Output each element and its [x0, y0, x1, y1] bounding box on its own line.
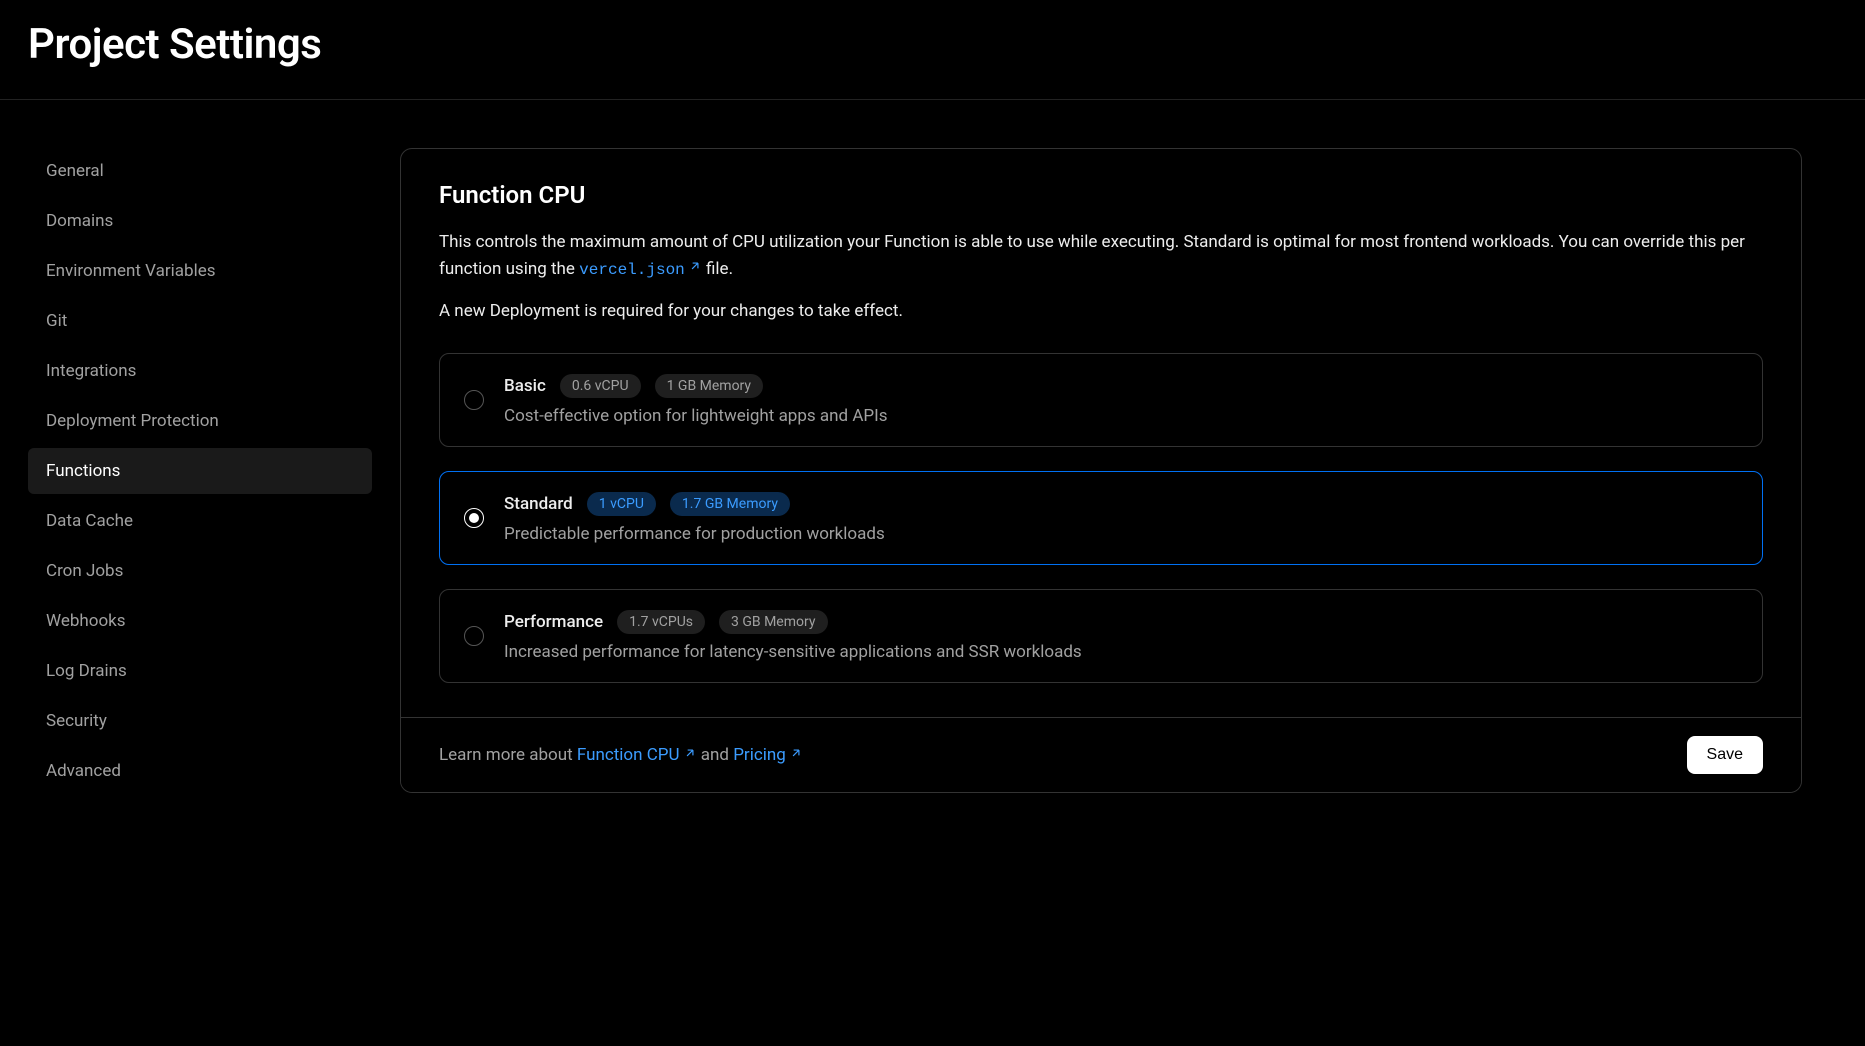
card-note: A new Deployment is required for your ch…	[439, 298, 1763, 325]
option-content: Basic 0.6 vCPU 1 GB Memory Cost-effective o…	[504, 374, 1738, 426]
external-link-icon	[789, 745, 803, 765]
cpu-options-group: Basic 0.6 vCPU 1 GB Memory Cost-effective o…	[439, 353, 1763, 683]
external-link-icon	[688, 257, 702, 283]
cpu-option-basic[interactable]: Basic 0.6 vCPU 1 GB Memory Cost-effective o…	[439, 353, 1763, 447]
learn-more-pre: Learn more about	[439, 745, 577, 765]
option-description: Increased performance for latency-sensit…	[504, 642, 1738, 662]
card-title: Function CPU	[439, 181, 1763, 209]
option-description: Cost-effective option for lightweight ap…	[504, 406, 1738, 426]
sidebar-item-log-drains[interactable]: Log Drains	[28, 648, 372, 694]
option-name: Performance	[504, 612, 603, 632]
radio-dot	[469, 513, 479, 523]
radio-button[interactable]	[464, 390, 484, 410]
main-content: Function CPU This controls the maximum a…	[400, 148, 1830, 798]
desc-text-post: file.	[702, 259, 733, 279]
memory-badge: 1 GB Memory	[655, 374, 763, 398]
pricing-link[interactable]: Pricing	[733, 745, 803, 765]
and-text: and	[697, 745, 734, 765]
sidebar-item-advanced[interactable]: Advanced	[28, 748, 372, 794]
sidebar-item-webhooks[interactable]: Webhooks	[28, 598, 372, 644]
card-body: Function CPU This controls the maximum a…	[401, 149, 1801, 717]
sidebar-item-security[interactable]: Security	[28, 698, 372, 744]
layout: GeneralDomainsEnvironment VariablesGitIn…	[0, 100, 1865, 798]
option-header: Standard 1 vCPU 1.7 GB Memory	[504, 492, 1738, 516]
option-name: Basic	[504, 376, 546, 396]
sidebar-item-domains[interactable]: Domains	[28, 198, 372, 244]
sidebar-item-cron-jobs[interactable]: Cron Jobs	[28, 548, 372, 594]
option-name: Standard	[504, 494, 573, 514]
cpu-badge: 1 vCPU	[587, 492, 656, 516]
cpu-badge: 1.7 vCPUs	[617, 610, 705, 634]
option-content: Performance 1.7 vCPUs 3 GB Memory Increased…	[504, 610, 1738, 662]
option-description: Predictable performance for production w…	[504, 524, 1738, 544]
sidebar-item-functions[interactable]: Functions	[28, 448, 372, 494]
sidebar-item-git[interactable]: Git	[28, 298, 372, 344]
radio-button[interactable]	[464, 508, 484, 528]
save-button[interactable]: Save	[1687, 736, 1763, 774]
footer-text: Learn more about Function CPU and Pricin…	[439, 745, 803, 766]
function-cpu-link[interactable]: Function CPU	[577, 745, 697, 765]
page-header: Project Settings	[0, 0, 1865, 100]
external-link-icon	[683, 745, 697, 765]
option-content: Standard 1 vCPU 1.7 GB Memory Predictable p…	[504, 492, 1738, 544]
settings-sidebar: GeneralDomainsEnvironment VariablesGitIn…	[0, 148, 400, 798]
radio-button[interactable]	[464, 626, 484, 646]
vercel-json-link[interactable]: vercel.json	[579, 261, 702, 279]
sidebar-item-environment-variables[interactable]: Environment Variables	[28, 248, 372, 294]
cpu-option-standard[interactable]: Standard 1 vCPU 1.7 GB Memory Predictable p…	[439, 471, 1763, 565]
option-header: Performance 1.7 vCPUs 3 GB Memory	[504, 610, 1738, 634]
sidebar-item-data-cache[interactable]: Data Cache	[28, 498, 372, 544]
sidebar-item-deployment-protection[interactable]: Deployment Protection	[28, 398, 372, 444]
sidebar-item-integrations[interactable]: Integrations	[28, 348, 372, 394]
sidebar-item-general[interactable]: General	[28, 148, 372, 194]
page-title: Project Settings	[28, 20, 1837, 69]
card-description: This controls the maximum amount of CPU …	[439, 229, 1763, 284]
cpu-option-performance[interactable]: Performance 1.7 vCPUs 3 GB Memory Increased…	[439, 589, 1763, 683]
cpu-badge: 0.6 vCPU	[560, 374, 641, 398]
memory-badge: 1.7 GB Memory	[670, 492, 790, 516]
memory-badge: 3 GB Memory	[719, 610, 827, 634]
card-footer: Learn more about Function CPU and Pricin…	[401, 717, 1801, 792]
function-cpu-card: Function CPU This controls the maximum a…	[400, 148, 1802, 793]
option-header: Basic 0.6 vCPU 1 GB Memory	[504, 374, 1738, 398]
